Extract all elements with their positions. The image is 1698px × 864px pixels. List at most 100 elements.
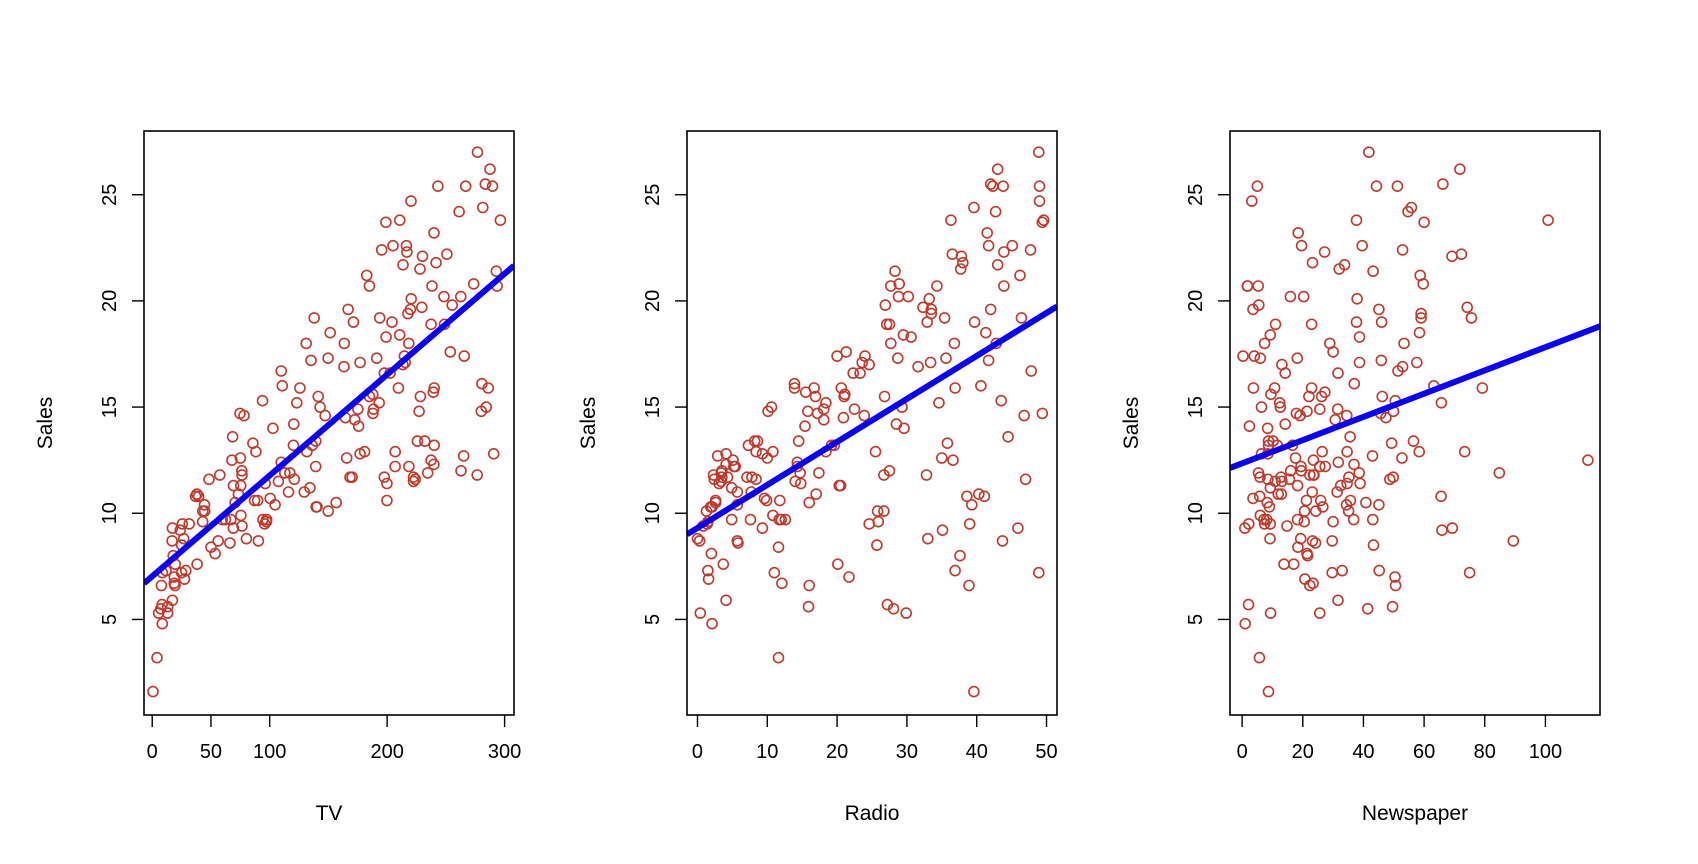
data-point <box>1396 360 1409 373</box>
data-point <box>984 178 997 190</box>
data-point <box>168 571 181 583</box>
data-point <box>352 420 365 433</box>
data-point <box>1331 486 1343 498</box>
data-point <box>405 292 418 305</box>
data-point <box>1295 460 1307 473</box>
data-point <box>772 651 785 664</box>
data-point <box>1265 388 1277 401</box>
data-point <box>407 475 420 488</box>
data-point <box>997 180 1010 192</box>
data-point <box>1341 445 1353 458</box>
data-point <box>1248 350 1261 362</box>
data-point <box>1037 214 1050 226</box>
data-point <box>1292 227 1304 239</box>
data-point <box>1006 239 1019 252</box>
data-point <box>400 239 413 252</box>
data-point <box>891 352 904 365</box>
data-point <box>1303 390 1315 403</box>
data-point <box>300 337 313 350</box>
data-point <box>322 352 334 365</box>
data-point <box>151 651 163 664</box>
data-point <box>715 475 728 488</box>
data-point <box>835 382 848 394</box>
x-tick-label: 200 <box>370 741 403 763</box>
data-point <box>788 382 801 394</box>
data-point <box>1292 541 1304 554</box>
radio-y-axis: 5 10 15 20 25 <box>642 184 687 625</box>
data-point <box>1582 454 1594 467</box>
data-point <box>393 214 406 226</box>
data-point <box>1002 430 1014 443</box>
data-point <box>756 447 769 460</box>
data-point <box>227 479 240 492</box>
data-point <box>1463 566 1476 579</box>
data-point <box>708 473 721 486</box>
data-point <box>1243 420 1256 433</box>
data-point <box>1290 407 1303 420</box>
data-point <box>1253 651 1266 664</box>
data-point <box>1301 405 1313 418</box>
x-tick-label: 300 <box>488 741 521 763</box>
data-point <box>1036 407 1049 420</box>
data-point <box>1289 452 1302 464</box>
data-point <box>817 403 830 416</box>
data-point <box>342 303 354 316</box>
data-point <box>1334 479 1347 492</box>
data-point <box>363 280 376 292</box>
data-point <box>427 386 440 399</box>
data-point <box>1284 464 1297 477</box>
data-point <box>705 547 718 560</box>
data-point <box>921 532 934 545</box>
data-point <box>813 467 825 479</box>
data-point <box>1446 250 1458 263</box>
data-point <box>767 509 779 522</box>
data-point <box>416 250 429 263</box>
newspaper-x-axis: 0 20 40 60 80 100 <box>1237 715 1562 763</box>
data-point <box>267 422 279 435</box>
data-point <box>161 607 174 619</box>
data-point <box>878 390 891 403</box>
data-point <box>1019 473 1032 486</box>
data-point <box>411 435 424 447</box>
y-tick-label: 20 <box>642 290 664 312</box>
data-point <box>354 447 366 460</box>
data-point <box>1384 473 1396 486</box>
data-point <box>1407 435 1420 447</box>
data-point <box>975 379 987 392</box>
data-point <box>961 490 973 503</box>
data-point <box>1413 445 1425 458</box>
data-point <box>1391 180 1404 192</box>
data-point <box>872 515 885 528</box>
data-point <box>203 473 215 486</box>
data-point <box>792 435 805 447</box>
y-tick-label: 15 <box>99 396 121 418</box>
data-point <box>1454 163 1466 175</box>
data-point <box>1014 269 1026 282</box>
data-point <box>803 579 816 592</box>
x-tick-label: 20 <box>826 741 848 763</box>
data-point <box>183 518 195 530</box>
data-point <box>693 535 706 547</box>
data-point <box>1295 239 1308 252</box>
x-tick-label: 20 <box>1292 741 1314 763</box>
data-point <box>1343 471 1355 484</box>
data-point <box>490 265 503 278</box>
tv-x-axis-label: TV <box>316 802 343 825</box>
data-point <box>758 492 771 505</box>
data-point <box>765 401 778 413</box>
data-point <box>694 607 707 619</box>
data-point <box>1455 248 1468 260</box>
data-point <box>1279 418 1291 430</box>
data-point <box>1307 577 1319 590</box>
data-point <box>381 494 393 507</box>
data-point <box>1274 401 1287 413</box>
data-point <box>458 350 471 362</box>
data-point <box>338 360 350 373</box>
data-point <box>1306 486 1318 498</box>
data-point <box>1436 524 1448 537</box>
data-point <box>931 280 943 292</box>
data-point <box>883 464 896 477</box>
data-point <box>1375 354 1388 367</box>
data-point <box>402 337 415 350</box>
x-tick-label: 0 <box>1237 741 1248 763</box>
